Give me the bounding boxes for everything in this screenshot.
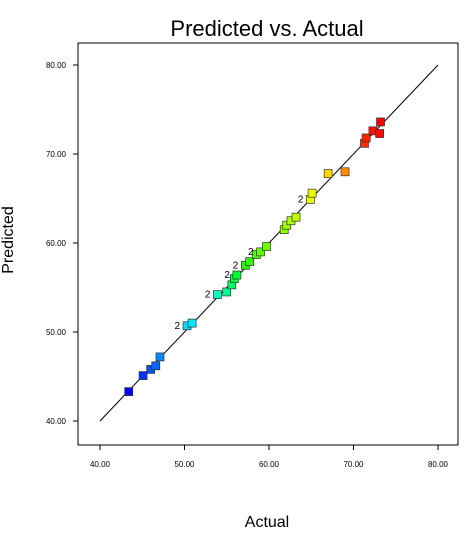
x-tick-label: 80.00 <box>428 460 449 469</box>
data-point <box>213 290 222 299</box>
data-point <box>187 318 197 328</box>
x-tick-label: 50.00 <box>174 460 195 469</box>
point-count-label: 2 <box>248 247 254 258</box>
data-point <box>375 129 385 138</box>
y-tick-label: 50.00 <box>46 328 67 337</box>
x-tick-label: 40.00 <box>90 460 111 469</box>
point-count-label: 2 <box>205 290 211 301</box>
y-tick-label: 40.00 <box>46 417 67 426</box>
y-tick-label: 70.00 <box>46 150 67 159</box>
data-point <box>222 287 232 297</box>
data-point <box>340 167 350 177</box>
data-point <box>291 212 301 222</box>
point-count-label: 2 <box>298 194 304 205</box>
data-point <box>361 133 371 143</box>
point-count-label: 2 <box>233 260 239 271</box>
data-point <box>232 270 242 280</box>
data-point <box>155 352 165 362</box>
data-point <box>323 169 333 178</box>
data-point <box>262 242 271 251</box>
tick-layer: 40.00 50.00 60.00 70.00 80.00 40.00 50.00 60.00… <box>46 61 449 469</box>
chart-title: Predicted vs. Actual <box>170 16 363 41</box>
data-point <box>151 361 161 371</box>
y-axis-title: Predicted <box>0 206 17 274</box>
x-tick-label: 60.00 <box>259 460 280 469</box>
data-point <box>307 188 317 198</box>
data-point <box>256 247 265 257</box>
x-axis-title: Actual <box>245 514 289 531</box>
data-point <box>376 117 385 127</box>
y-tick-label: 60.00 <box>46 239 67 248</box>
y-tick-label: 80.00 <box>46 61 67 70</box>
x-tick-label: 70.00 <box>343 460 364 469</box>
points-layer <box>124 117 385 396</box>
data-point <box>245 257 254 267</box>
point-count-label: 2 <box>224 270 230 281</box>
data-point <box>124 387 134 396</box>
data-point <box>138 371 148 380</box>
point-count-label: 2 <box>174 321 180 332</box>
